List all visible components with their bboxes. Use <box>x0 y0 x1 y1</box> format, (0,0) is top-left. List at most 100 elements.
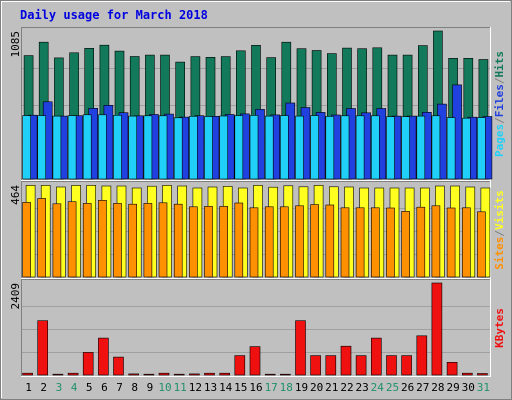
visits-sites-bar-sites-day-21 <box>325 204 335 278</box>
visits-sites-bar-sites-day-12 <box>189 206 198 278</box>
day-label-28: 28 <box>431 381 444 394</box>
kbytes-bar-kbytes-day-29 <box>446 361 458 376</box>
day-label-31: 31 <box>477 381 490 394</box>
hits-files-pages-bar-pages-day-9 <box>143 115 153 180</box>
visits-sites-bar-sites-day-31 <box>477 211 486 278</box>
hits-files-pages-bar-pages-day-2 <box>37 115 47 180</box>
kbytes-bar-kbytes-day-10 <box>158 372 170 376</box>
hits-files-pages-legend-item-3: Files <box>493 84 506 117</box>
visits-sites-bar-sites-day-20 <box>310 204 319 278</box>
kbytes-bar-kbytes-day-13 <box>204 372 215 376</box>
visits-sites-legend-item-1: Sites <box>493 237 506 270</box>
visits-sites-bar-sites-day-9 <box>143 203 153 278</box>
chart-title: Daily usage for March 2018 <box>20 8 208 22</box>
kbytes-legend: KBytes <box>493 308 506 348</box>
hits-files-pages-bar-pages-day-18 <box>279 115 289 180</box>
kbytes-bar-kbytes-day-26 <box>401 355 412 376</box>
kbytes-bar-kbytes-day-24 <box>370 337 382 376</box>
visits-sites-bar-sites-day-24 <box>370 207 380 278</box>
kbytes-max-label: 2409 <box>9 283 22 310</box>
visits-sites-bar-sites-day-8 <box>128 203 137 278</box>
hits-files-pages-legend-item-4: / <box>493 77 506 84</box>
kbytes-bar-kbytes-day-19 <box>295 320 306 376</box>
visits-sites-bar-sites-day-3 <box>52 203 62 278</box>
hits-files-pages-bar-pages-day-11 <box>173 117 183 180</box>
hits-files-pages-bar-pages-day-15 <box>234 115 244 180</box>
hits-files-pages-bar-pages-day-19 <box>295 115 304 180</box>
kbytes-bar-kbytes-day-16 <box>249 346 261 376</box>
visits-sites-bar-sites-day-11 <box>173 203 183 278</box>
hits-files-pages-bar-pages-day-1 <box>22 115 31 180</box>
day-label-25: 25 <box>386 381 399 394</box>
hits-files-pages-bar-pages-day-25 <box>386 116 395 180</box>
day-label-7: 7 <box>116 381 123 394</box>
visits-sites-legend-item-3: Visits <box>493 190 506 230</box>
day-labels: 1 2 3 4 5 6 7 8 9 10 11 12 13 14 15 16 17 18 19 20 21 22 23 24 2… <box>25 381 490 394</box>
day-label-27: 27 <box>416 381 429 394</box>
hits-files-pages-legend-item-5: Hits <box>493 51 506 78</box>
day-label-26: 26 <box>401 381 414 394</box>
hits-files-pages-bar-pages-day-26 <box>401 116 410 180</box>
visits-sites-bar-sites-day-14 <box>219 206 228 278</box>
visits-sites-bar-sites-day-5 <box>82 203 92 278</box>
kbytes-bar-kbytes-day-20 <box>310 355 321 376</box>
chart-panels: 1085Pages/Files/Hits464Sites/Visits2409K… <box>9 27 506 377</box>
hits-files-pages-bar-pages-day-3 <box>52 115 62 180</box>
visits-sites-legend-item-2: / <box>493 230 506 237</box>
day-label-20: 20 <box>310 381 323 394</box>
hits-files-pages-bar-pages-day-29 <box>446 117 456 180</box>
visits-sites-bar-sites-day-25 <box>386 207 395 278</box>
hits-files-pages-bar-pages-day-8 <box>128 115 137 180</box>
kbytes-bar-kbytes-day-15 <box>234 355 246 376</box>
hits-files-pages-bar-pages-day-17 <box>264 115 274 180</box>
day-label-4: 4 <box>71 381 78 394</box>
day-label-23: 23 <box>355 381 368 394</box>
visits-sites-bar-sites-day-28 <box>431 205 441 278</box>
visits-sites-bar-sites-day-19 <box>295 205 304 278</box>
hits-files-pages-bar-pages-day-30 <box>461 117 471 180</box>
kbytes-bar-kbytes-day-31 <box>477 373 488 376</box>
hits-files-pages-bar-pages-day-12 <box>189 116 198 180</box>
kbytes-bar-kbytes-day-6 <box>98 337 109 376</box>
visits-sites-bar-sites-day-2 <box>37 198 47 278</box>
hits-files-pages-bar-pages-day-27 <box>416 115 426 180</box>
day-label-15: 15 <box>234 381 247 394</box>
kbytes-bar-kbytes-day-2 <box>37 320 49 376</box>
day-label-18: 18 <box>280 381 293 394</box>
hits-files-pages-bar-pages-day-24 <box>370 115 380 180</box>
day-label-30: 30 <box>462 381 475 394</box>
kbytes-bar-kbytes-day-12 <box>189 373 200 376</box>
hits-files-pages-bar-pages-day-5 <box>82 114 92 180</box>
day-label-8: 8 <box>131 381 138 394</box>
day-label-3: 3 <box>56 381 63 394</box>
day-label-10: 10 <box>158 381 171 394</box>
kbytes-bar-kbytes-day-11 <box>173 373 185 376</box>
kbytes-bar-kbytes-day-25 <box>386 355 397 376</box>
kbytes-bar-kbytes-day-21 <box>325 355 337 376</box>
visits-sites-bar-sites-day-13 <box>204 206 213 278</box>
kbytes-bar-kbytes-day-9 <box>143 373 155 376</box>
visits-sites-bar-sites-day-23 <box>355 207 365 278</box>
kbytes-bar-kbytes-day-8 <box>128 373 139 376</box>
visits-sites-bar-sites-day-27 <box>416 206 426 278</box>
visits-sites-bar-sites-day-15 <box>234 202 244 278</box>
visits-sites-bar-sites-day-10 <box>158 202 168 278</box>
visits-sites-bar-sites-day-7 <box>113 203 122 278</box>
kbytes-bar-kbytes-day-14 <box>219 372 230 376</box>
kbytes-bar-kbytes-day-7 <box>113 356 124 376</box>
day-label-12: 12 <box>189 381 202 394</box>
visits-sites-bar-sites-day-18 <box>279 206 289 278</box>
day-label-22: 22 <box>340 381 353 394</box>
hits-files-pages-max-label: 1085 <box>9 31 22 58</box>
kbytes-bar-kbytes-day-22 <box>340 345 352 376</box>
hits-files-pages-bar-pages-day-22 <box>340 115 350 180</box>
kbytes-bar-kbytes-day-4 <box>67 372 79 376</box>
visits-sites-bar-sites-day-4 <box>67 201 77 278</box>
hits-files-pages-legend-item-1: Pages <box>493 124 506 157</box>
day-label-29: 29 <box>446 381 459 394</box>
visits-sites-max-label: 464 <box>9 185 22 205</box>
hits-files-pages-bar-pages-day-14 <box>219 115 228 180</box>
hits-files-pages-bar-pages-day-23 <box>355 115 365 180</box>
day-label-2: 2 <box>40 381 47 394</box>
